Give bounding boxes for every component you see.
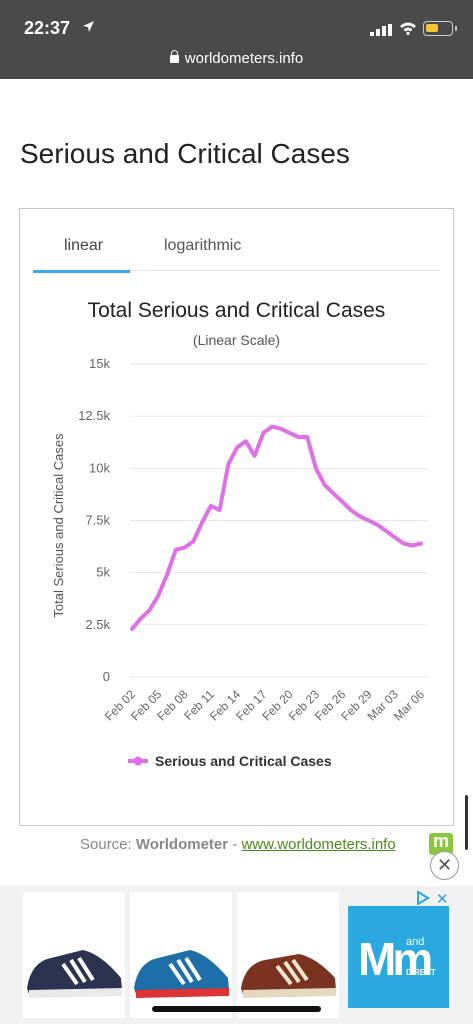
x-tick-label: Mar 06 [391, 687, 428, 724]
sneaker-brown-icon [241, 954, 336, 998]
source-line: Source: Worldometer - www.worldometers.i… [80, 836, 396, 853]
brand-and-text: and [406, 936, 425, 948]
tab-logarithmic[interactable]: logarithmic [164, 237, 242, 254]
y-tick-label: 2.5k [85, 617, 110, 632]
ad-banner[interactable]: Mm and DIRECT ✕ [0, 886, 473, 1024]
y-tick-label: 5k [96, 565, 110, 580]
y-tick-label: 10k [89, 460, 110, 475]
address-bar[interactable]: worldometers.info [0, 50, 473, 67]
address-text: worldometers.info [184, 50, 304, 67]
sneaker-navy-icon [27, 950, 122, 998]
y-axis-label: Total Serious and Critical Cases [51, 433, 66, 618]
chart-subtitle: (Linear Scale) [192, 332, 281, 348]
brand-mm-text: Mm [358, 933, 433, 985]
worldometer-logo-icon[interactable] [429, 831, 453, 855]
location-arrow-icon [83, 21, 94, 32]
legend-marker [133, 756, 143, 766]
ad-product-2[interactable] [130, 892, 232, 1018]
page-scrollbar[interactable] [465, 795, 468, 850]
ad-product-1[interactable] [23, 892, 125, 1018]
source-prefix: Source: [80, 836, 132, 853]
source-link[interactable]: www.worldometers.info [241, 836, 396, 853]
legend-label: Serious and Critical Cases [155, 753, 332, 769]
status-time: 22:37 [24, 18, 71, 38]
adchoices-icon[interactable] [416, 891, 430, 905]
wifi-icon [400, 22, 416, 35]
chart-container: linear logarithmic Total Serious and Cri… [19, 208, 454, 826]
home-indicator[interactable] [152, 1006, 321, 1012]
cellular-signal-icon [370, 24, 392, 36]
ad-product-3[interactable] [237, 892, 339, 1018]
y-tick-label: 12.5k [78, 408, 110, 423]
section-title: Serious and Critical Cases [20, 138, 350, 169]
close-ad-button[interactable]: ✕ [430, 851, 459, 880]
chart-plot: 0 2.5k 5k 7.5k 10k 12.5k 15k Total Serious and … [51, 356, 428, 769]
tab-linear[interactable]: linear [64, 237, 104, 254]
lock-icon [169, 50, 179, 63]
battery-icon [423, 21, 453, 36]
y-tick-label: 7.5k [85, 513, 110, 528]
ad-close-icon[interactable]: ✕ [436, 891, 449, 908]
y-tick-label: 0 [103, 669, 110, 684]
battery-tip [455, 26, 457, 31]
sneaker-blue-icon [134, 950, 229, 998]
chart-title: Total Serious and Critical Cases [87, 299, 386, 322]
brand-direct-text: DIRECT [406, 968, 436, 977]
browser-top-bar: 22:37 worldometers.info [0, 0, 473, 79]
ad-brand-logo[interactable]: Mm and DIRECT [348, 906, 449, 1008]
y-tick-label: 15k [89, 356, 110, 371]
source-name: Worldometer [135, 836, 229, 853]
source-separator: - [232, 836, 238, 853]
active-tab-indicator [33, 270, 130, 273]
tab-divider [33, 270, 440, 271]
series-line [130, 424, 423, 631]
